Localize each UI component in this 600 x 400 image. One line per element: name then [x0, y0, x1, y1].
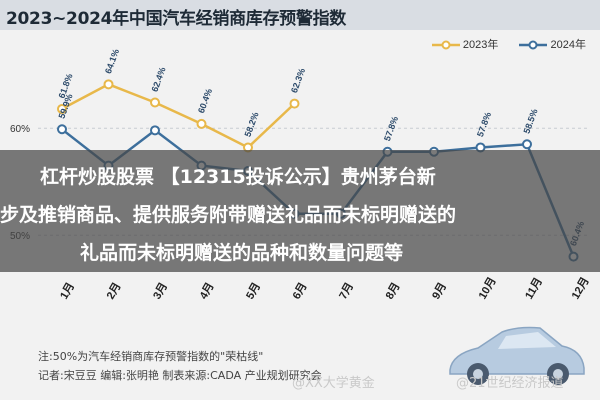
x-tick-label: 1月 — [57, 280, 77, 301]
series-line-0 — [61, 82, 296, 150]
overlay-line-3: 礼品而未标明赠送的品种和数量问题等 — [80, 242, 404, 264]
page-title: 2023~2024年中国汽车经销商库存预警指数 — [6, 9, 346, 29]
data-label: 57.8% — [382, 115, 400, 142]
x-tick-label: 11月 — [522, 275, 545, 301]
x-tick-label: 9月 — [429, 280, 449, 301]
x-tick-label: 6月 — [290, 280, 310, 301]
data-label: 60.4% — [196, 87, 214, 114]
overlay-line-1: 杠杆炒股股票 【12315投诉公示】贵州茅台新 — [40, 166, 436, 188]
chart-notes: 注:50%为汽车经销商库存预警指数的"荣枯线" 记者:宋豆豆 编辑:张明艳 制表… — [38, 347, 322, 385]
note-line-2: 记者:宋豆豆 编辑:张明艳 制表来源:CADA 产业规划研究会 — [38, 369, 322, 382]
x-tick-label: 10月 — [476, 275, 499, 302]
x-tick-label: 7月 — [336, 280, 356, 301]
legend-swatch-2024 — [519, 40, 548, 50]
data-label: 62.3% — [289, 67, 307, 94]
chart-legend: 2023年 2024年 — [414, 36, 586, 52]
data-label: 58.5% — [521, 108, 539, 135]
watermark-left: @XX大学黄金 — [292, 376, 375, 391]
legend-label-2024: 2024年 — [550, 39, 586, 51]
data-point — [103, 79, 114, 90]
x-tick-label: 5月 — [243, 280, 263, 301]
car-illustration — [449, 326, 585, 385]
x-tick-label: 2月 — [104, 280, 124, 301]
header-bar: 2023~2024年中国汽车经销商库存预警指数 — [0, 0, 600, 30]
note-line-1: 注:50%为汽车经销商库存预警指数的"荣枯线" — [38, 350, 264, 363]
data-point — [196, 118, 207, 129]
overlay-banner — [0, 150, 600, 272]
legend-label-2023: 2023年 — [462, 39, 499, 51]
data-point — [522, 139, 532, 150]
data-point — [150, 125, 160, 136]
x-tick-label: 8月 — [383, 280, 403, 301]
x-tick-label: 4月 — [197, 280, 217, 301]
data-point — [57, 103, 67, 114]
data-point — [289, 98, 300, 109]
overlay-line-2: 步及推销商品、提供服务附带赠送礼品而未标明赠送的 — [0, 204, 457, 226]
legend-item-2023: 2023年 — [431, 36, 499, 52]
legend-item-2024: 2024年 — [519, 36, 586, 52]
legend-swatch-2023 — [431, 40, 460, 50]
data-label: 58.2% — [242, 111, 260, 138]
data-label: 57.8% — [475, 111, 493, 138]
y-tick-label: 60% — [10, 124, 30, 135]
x-tick-label: 3月 — [150, 280, 170, 301]
data-point — [57, 124, 67, 135]
data-label: 62.4% — [149, 66, 167, 93]
watermark-right: @21世纪经济报道 — [456, 376, 564, 391]
x-tick-label: 12月 — [569, 275, 592, 302]
data-label: 64.1% — [103, 48, 121, 75]
data-point — [150, 97, 160, 108]
